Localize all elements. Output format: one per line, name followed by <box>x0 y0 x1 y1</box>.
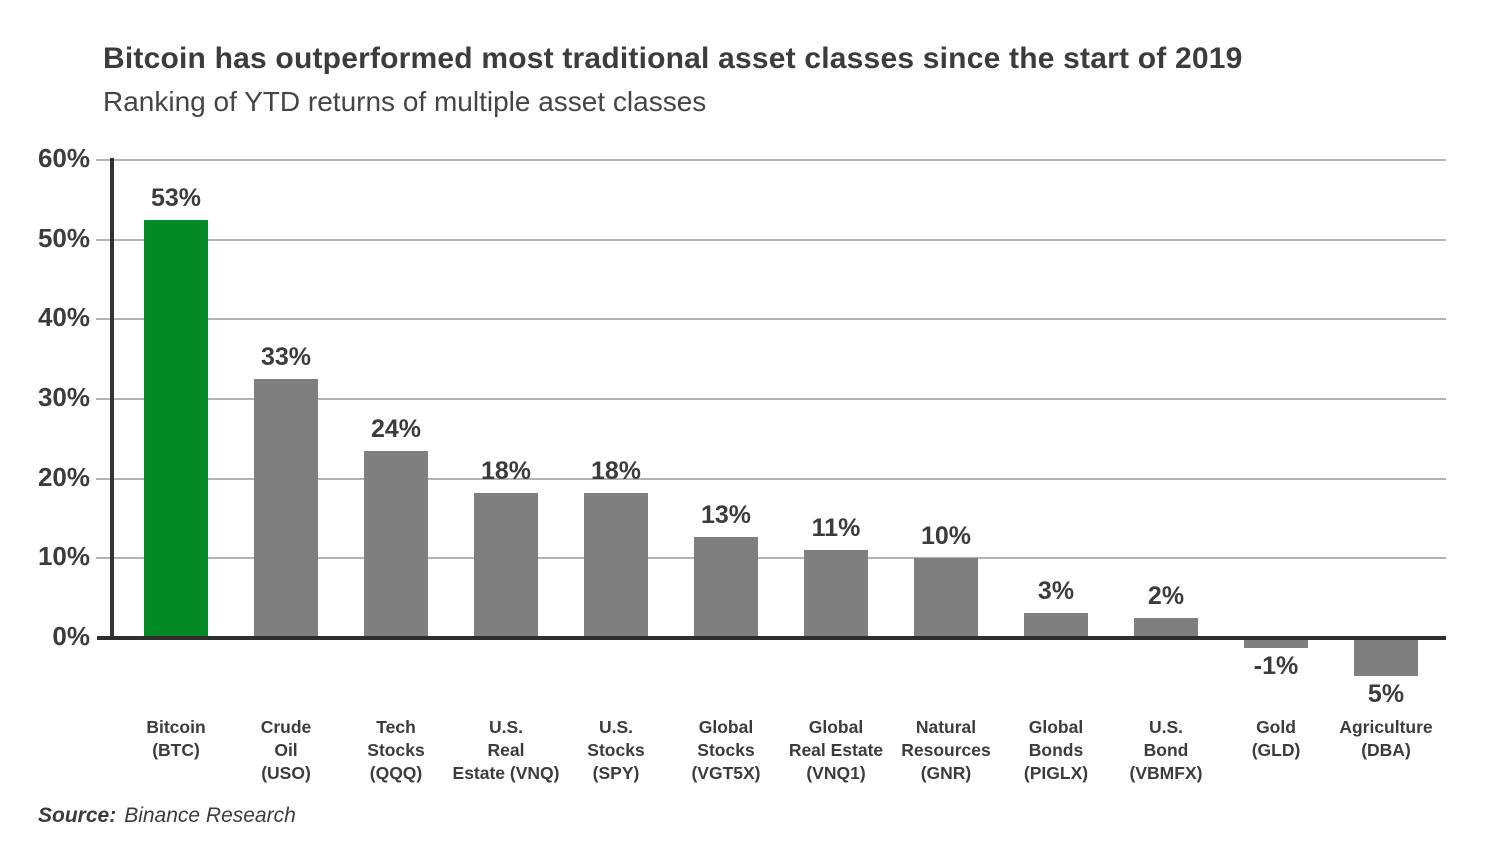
category-label-line: U.S. <box>1148 717 1184 737</box>
category-label-line: (PIGLX) <box>1023 763 1089 783</box>
y-axis-tick-label: 60% <box>37 143 90 173</box>
category-label-line: (VNQ1) <box>806 763 866 783</box>
category-label-line: Estate (VNQ) <box>452 763 560 783</box>
category-label-line: Stocks <box>697 740 755 760</box>
category-label-line: (GNR) <box>920 763 972 783</box>
category-label-line: Stocks <box>367 740 425 760</box>
bar-natural-resources-gnr <box>914 558 978 638</box>
bar-value-label-crude-oil-uso: 33% <box>260 343 312 371</box>
category-label-gold-gld: Gold (GLD) <box>1208 716 1344 762</box>
gridline-40 <box>96 318 1446 321</box>
category-label-line: Bonds <box>1028 740 1084 760</box>
category-label-line: (QQQ) <box>369 763 423 783</box>
category-label-crude-oil-uso: Crude Oil (USO) <box>218 716 354 785</box>
bar-bitcoin-btc <box>144 220 208 638</box>
category-label-line: Bond <box>1143 740 1189 760</box>
bar-value-label-global-stocks-vgt5x: 13% <box>700 501 752 529</box>
bar-value-label-bitcoin-btc: 53% <box>150 184 202 212</box>
bar-value-label-tech-stocks-qqq: 24% <box>370 415 422 443</box>
category-label-line: U.S. <box>598 717 634 737</box>
bar-u-s-bond-vbmfx <box>1134 618 1198 638</box>
category-label-line: Natural <box>915 717 977 737</box>
category-label-line: U.S. <box>488 717 524 737</box>
bar-value-label-gold-gld: -1% <box>1253 652 1299 680</box>
category-label-line: Global <box>808 717 864 737</box>
bar-value-label-natural-resources-gnr: 10% <box>920 522 972 550</box>
source-text: Binance Research <box>124 804 296 827</box>
bar-global-stocks-vgt5x <box>694 537 758 638</box>
bar-value-label-global-real-estate-vnq1: 11% <box>811 514 861 542</box>
category-label-line: (GLD) <box>1251 740 1301 760</box>
category-label-line: Agriculture <box>1339 717 1433 737</box>
bar-global-real-estate-vnq1 <box>804 550 868 638</box>
bar-value-label-u-s-stocks-spy: 18% <box>590 457 642 485</box>
bar-global-bonds-piglx <box>1024 613 1088 638</box>
category-label-global-real-estate-vnq1: Global Real Estate (VNQ1) <box>768 716 904 785</box>
category-label-line: (DBA) <box>1361 740 1411 760</box>
category-label-line: Bitcoin <box>146 717 206 737</box>
y-axis-tick-label: 0% <box>52 621 90 651</box>
bar-value-label-global-bonds-piglx: 3% <box>1037 577 1075 605</box>
category-label-agriculture-dba: Agriculture (DBA) <box>1318 716 1454 762</box>
category-label-tech-stocks-qqq: Tech Stocks (QQQ) <box>328 716 464 785</box>
category-label-line: (SPY) <box>592 763 640 783</box>
category-label-line: Stocks <box>587 740 645 760</box>
category-label-line: Oil <box>274 740 298 760</box>
bar-value-label-u-s-real-estate-vnq: 18% <box>480 457 532 485</box>
bar-value-label-agriculture-dba: 5% <box>1367 680 1405 708</box>
gridline-50 <box>96 238 1446 241</box>
y-axis-tick-label: 50% <box>37 222 90 253</box>
gridline-30 <box>96 398 1446 400</box>
category-label-line: (VGT5X) <box>691 763 761 783</box>
source-label: Source: <box>38 804 117 827</box>
y-axis-tick-label: 10% <box>37 541 90 572</box>
gridline-10 <box>96 557 1446 560</box>
category-label-line: Global <box>1028 717 1084 737</box>
category-label-line: Tech <box>376 717 416 737</box>
bar-u-s-real-estate-vnq <box>474 493 538 638</box>
gridline-20 <box>96 477 1446 480</box>
category-label-line: (USO) <box>261 763 311 783</box>
category-label-global-stocks-vgt5x: Global Stocks (VGT5X) <box>658 716 794 785</box>
category-label-natural-resources-gnr: Natural Resources (GNR) <box>878 716 1014 785</box>
category-label-u-s-real-estate-vnq: U.S. Real Estate (VNQ) <box>438 716 574 785</box>
y-axis-line <box>110 158 114 640</box>
category-label-bitcoin-btc: Bitcoin (BTC) <box>108 716 244 762</box>
bar-value-label-u-s-bond-vbmfx: 2% <box>1147 582 1185 610</box>
category-label-global-bonds-piglx: Global Bonds (PIGLX) <box>988 716 1124 785</box>
category-label-u-s-bond-vbmfx: U.S. Bond (VBMFX) <box>1098 716 1234 785</box>
y-axis-tick-label: 20% <box>37 461 90 492</box>
bar-gold-gld <box>1244 640 1308 648</box>
category-label-line: Resources <box>901 740 991 760</box>
page-subtitle: Ranking of YTD returns of multiple asset… <box>103 86 707 117</box>
y-axis-tick-label: 40% <box>37 302 90 333</box>
source-attribution: Source: Binance Research <box>38 804 296 828</box>
x-axis-baseline <box>97 636 1446 640</box>
category-label-line: Crude <box>260 717 312 737</box>
bar-tech-stocks-qqq <box>364 451 428 638</box>
category-label-line: Gold <box>1256 717 1296 737</box>
bar-agriculture-dba <box>1354 640 1418 676</box>
y-axis-tick-label: 30% <box>37 382 90 412</box>
category-label-u-s-stocks-spy: U.S. Stocks (SPY) <box>548 716 684 785</box>
category-label-line: Real <box>487 740 525 760</box>
bar-u-s-stocks-spy <box>584 493 648 638</box>
page-title: Bitcoin has outperformed most traditiona… <box>103 42 1243 75</box>
category-label-line: (VBMFX) <box>1129 763 1203 783</box>
category-label-line: (BTC) <box>152 740 200 760</box>
bar-crude-oil-uso <box>254 379 318 638</box>
category-label-line: Real Estate <box>788 740 884 760</box>
category-label-line: Global <box>698 717 754 737</box>
gridline-60 <box>96 159 1446 161</box>
